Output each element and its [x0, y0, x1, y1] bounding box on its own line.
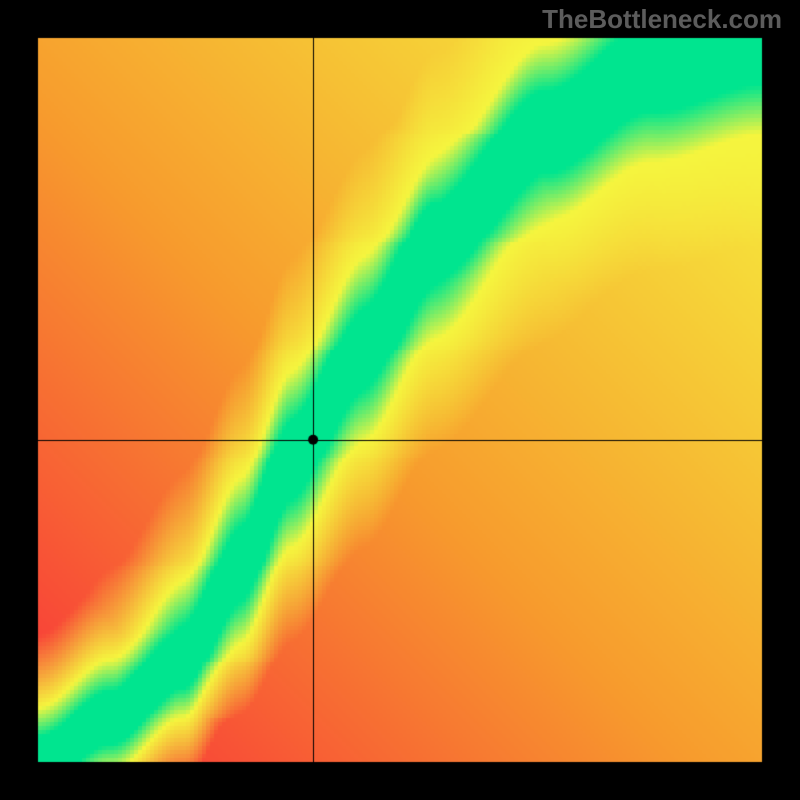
- bottleneck-heatmap: [0, 0, 800, 800]
- watermark-text: TheBottleneck.com: [542, 4, 782, 35]
